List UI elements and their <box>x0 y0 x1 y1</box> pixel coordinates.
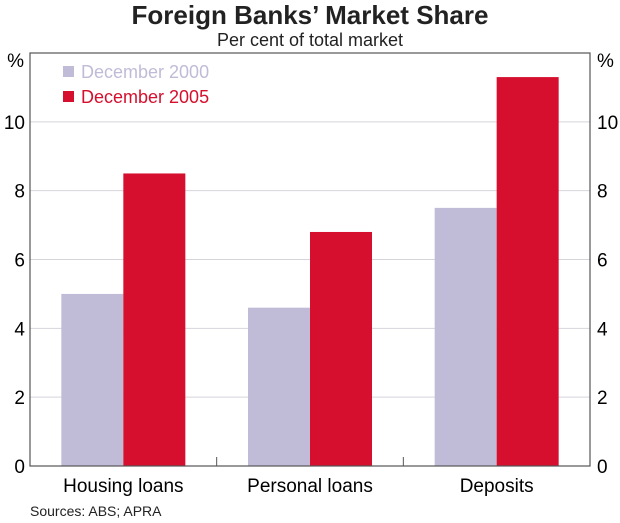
chart-subtitle: Per cent of total market <box>216 30 404 50</box>
y-tick-label-left: 2 <box>14 388 25 409</box>
bar-deposits-december-2005 <box>496 77 559 466</box>
y-tick-label-right: 4 <box>597 319 608 340</box>
y-tick-label-right: 8 <box>597 182 608 203</box>
y-tick-label-right: 2 <box>597 388 608 409</box>
y-tick-label-left: 10 <box>4 113 25 134</box>
bar-deposits-december-2000 <box>434 207 497 466</box>
y-tick-label-left: 6 <box>14 251 25 272</box>
chart-title: Foreign Banks’ Market Share <box>131 0 489 30</box>
y-axis-unit-right: % <box>597 51 614 72</box>
y-tick-label-right: 10 <box>597 113 618 134</box>
x-tick-label: Personal loans <box>247 476 373 497</box>
plot-frame <box>29 52 591 467</box>
legend-swatch <box>63 66 74 77</box>
y-tick-label-left: 0 <box>14 457 25 478</box>
legend-swatch <box>63 91 74 102</box>
y-tick-label-right: 6 <box>597 251 608 272</box>
y-tick-label-right: 0 <box>597 457 608 478</box>
bar-housing-loans-december-2000 <box>61 293 124 466</box>
source-note: Sources: ABS; APRA <box>30 503 162 519</box>
x-tick-label: Deposits <box>460 476 534 497</box>
y-axis-unit-left: % <box>7 51 24 72</box>
y-tick-label-left: 8 <box>14 182 25 203</box>
legend-label: December 2005 <box>81 87 209 107</box>
x-tick-label: Housing loans <box>63 476 183 497</box>
y-tick-label-left: 4 <box>14 319 25 340</box>
bar-personal-loans-december-2005 <box>310 231 372 466</box>
bar-personal-loans-december-2000 <box>248 307 310 466</box>
legend-label: December 2000 <box>81 62 209 82</box>
bar-housing-loans-december-2005 <box>123 173 186 467</box>
